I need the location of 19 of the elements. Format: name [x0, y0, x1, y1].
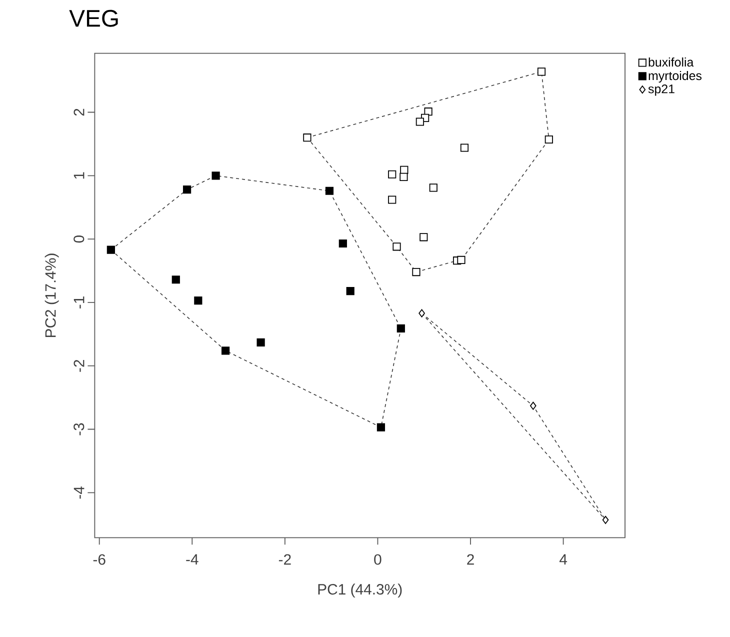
y-tick-label: 2 — [74, 108, 84, 116]
x-tick-label: -6 — [93, 554, 106, 565]
x-tick-label: -4 — [186, 554, 198, 564]
legend-label: buxifolia — [648, 57, 694, 67]
legend-label: myrtoides — [648, 70, 702, 83]
y-tick-label: -1 — [74, 296, 84, 308]
x-tick-label: 0 — [374, 554, 382, 565]
y-tick-label: 0 — [74, 235, 84, 243]
y-tick-label: -4 — [74, 486, 84, 499]
x-tick-label: 2 — [467, 554, 474, 565]
y-tick-label: -2 — [74, 360, 84, 372]
y-tick-label: -3 — [74, 423, 84, 436]
x-tick-label: -2 — [278, 554, 291, 565]
chart-title: VEG — [69, 10, 118, 27]
x-tick-label: 4 — [559, 554, 568, 564]
y-axis-title: PC2 (17.4%) — [44, 254, 59, 338]
x-axis-title: PC1 (44.3%) — [318, 584, 402, 598]
legend-label: sp21 — [648, 84, 674, 96]
y-tick-label: 1 — [74, 172, 84, 179]
